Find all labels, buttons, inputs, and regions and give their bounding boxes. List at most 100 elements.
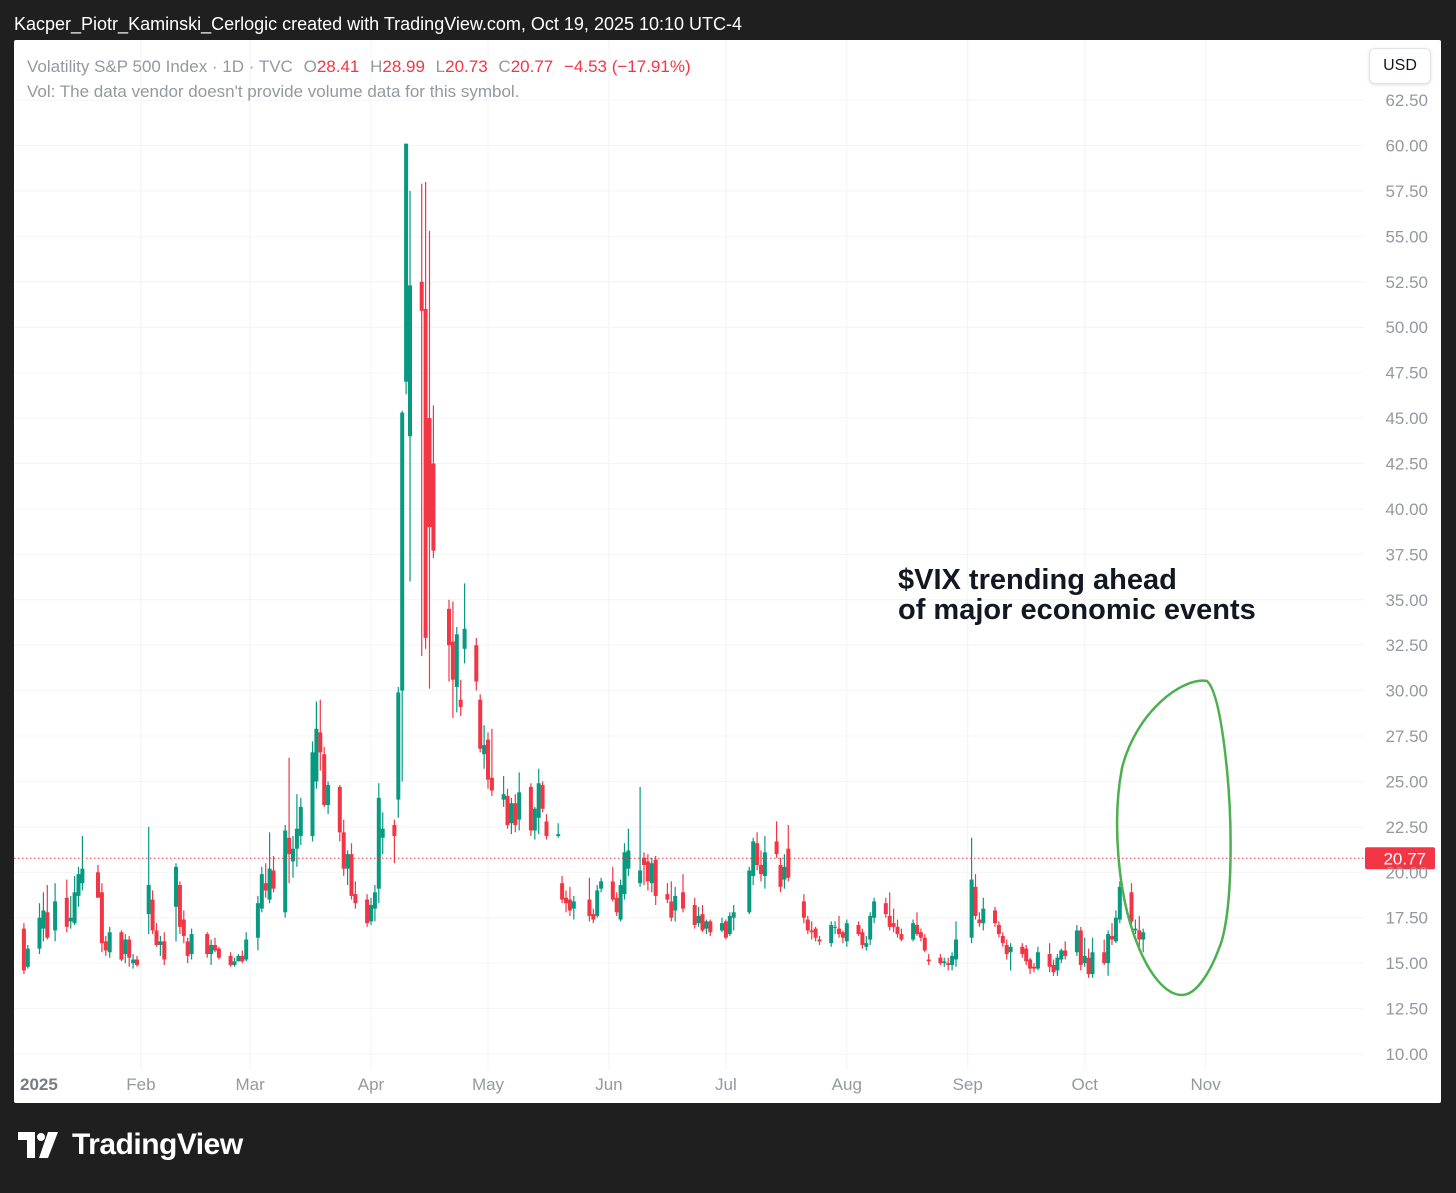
candle: [1106, 930, 1111, 976]
candle-body: [751, 841, 756, 876]
candle-body: [954, 939, 958, 960]
y-tick-label: 50.00: [1385, 318, 1428, 337]
candle: [1008, 943, 1013, 971]
candle-body: [1102, 952, 1107, 964]
candle: [1113, 910, 1118, 944]
candle: [1141, 928, 1146, 953]
candle-body: [298, 806, 303, 836]
x-tick-label: Sep: [953, 1075, 983, 1094]
tradingview-logo-text: TradingView: [72, 1128, 243, 1161]
candle-body: [1000, 935, 1005, 944]
chart-panel[interactable]: 20.77 62.50 60.00 57.50 55.00 52.50 50.00 47.5…: [14, 40, 1441, 1103]
candle-body: [447, 608, 451, 646]
y-tick-label: 45.00: [1385, 409, 1428, 428]
candle-body: [704, 921, 709, 929]
candle-body: [969, 879, 974, 938]
low-value: 20.73: [445, 57, 488, 76]
candle-body: [127, 939, 132, 958]
candle: [41, 892, 46, 942]
candle-body: [80, 868, 85, 884]
candle-body: [883, 903, 888, 915]
candle: [341, 819, 346, 876]
chart-annotation: $VIX trending ahead of major economic ev…: [898, 565, 1256, 625]
y-tick-label: 35.00: [1385, 591, 1428, 610]
candle: [544, 814, 549, 840]
candle: [778, 857, 783, 893]
candle: [638, 786, 643, 887]
candle: [419, 183, 424, 657]
candle-body: [1055, 957, 1060, 971]
candle-body: [232, 961, 237, 965]
candle: [345, 850, 350, 886]
candle: [408, 190, 412, 582]
candle: [665, 883, 670, 904]
candle: [505, 788, 510, 829]
candle-body: [21, 928, 26, 971]
candle: [996, 921, 1001, 938]
candle: [1028, 957, 1033, 975]
candle: [782, 854, 787, 889]
candle-body: [99, 892, 104, 944]
candle-body: [45, 912, 50, 938]
candle-body: [755, 843, 760, 866]
volume-note: Vol: The data vendor doesn't provide vol…: [27, 82, 520, 101]
candle-body: [864, 943, 869, 947]
candle: [915, 912, 919, 936]
candle-body: [76, 874, 81, 896]
candle-body: [1129, 892, 1134, 922]
y-tick-label: 32.50: [1385, 636, 1428, 655]
candle-body: [700, 914, 705, 931]
x-tick-label: 2025: [20, 1075, 58, 1094]
candle-body: [376, 797, 381, 889]
candle-body: [731, 912, 736, 918]
candle: [840, 930, 845, 944]
candle: [653, 855, 658, 906]
candle: [174, 863, 178, 942]
candle-body: [528, 786, 533, 831]
candle-body: [509, 803, 514, 824]
candle-body: [174, 866, 178, 907]
candle-body: [150, 899, 155, 931]
candle-body: [1090, 952, 1095, 975]
candle: [618, 879, 623, 922]
candle-body: [486, 739, 490, 780]
candle: [213, 937, 217, 953]
candle: [454, 627, 459, 713]
candle-body: [665, 894, 670, 900]
candle: [805, 915, 810, 935]
candle-body: [595, 890, 600, 916]
candle: [532, 806, 537, 840]
candle-body: [291, 848, 295, 862]
candle-body: [119, 932, 124, 960]
currency-button[interactable]: USD: [1369, 48, 1431, 84]
candle: [1129, 883, 1134, 929]
candle-body: [240, 955, 245, 962]
candle-body: [349, 854, 354, 896]
candle-body: [696, 915, 701, 924]
candle-body: [805, 919, 810, 931]
candle-body: [154, 930, 159, 945]
candle: [255, 895, 260, 951]
high-value: 28.99: [382, 57, 425, 76]
candle: [96, 865, 100, 898]
candle-body: [833, 926, 838, 928]
candle: [973, 874, 978, 920]
candlestick-chart[interactable]: 20.77 62.50 60.00 57.50 55.00 52.50 50.00 47.5…: [14, 40, 1441, 1103]
candle-body: [517, 792, 522, 820]
candle: [326, 781, 331, 815]
candle: [232, 957, 237, 967]
candle-body: [782, 866, 787, 880]
time-axis[interactable]: 2025 Feb Mar Apr May Jun Jul Aug Sep Oct Nov: [20, 1075, 1221, 1094]
x-tick-label: Jun: [595, 1075, 622, 1094]
price-axis[interactable]: 62.50 60.00 57.50 55.00 52.50 50.00 47.50 45.00…: [1385, 91, 1428, 1064]
candle-body: [244, 939, 249, 960]
candle: [813, 926, 818, 942]
candle: [942, 957, 947, 967]
candle: [509, 797, 514, 835]
candle-body: [540, 785, 545, 809]
candle: [591, 908, 596, 924]
x-tick-label: Apr: [358, 1075, 385, 1094]
candle-body: [103, 941, 108, 951]
open-label: O: [303, 57, 317, 76]
y-tick-label: 22.50: [1385, 818, 1428, 837]
